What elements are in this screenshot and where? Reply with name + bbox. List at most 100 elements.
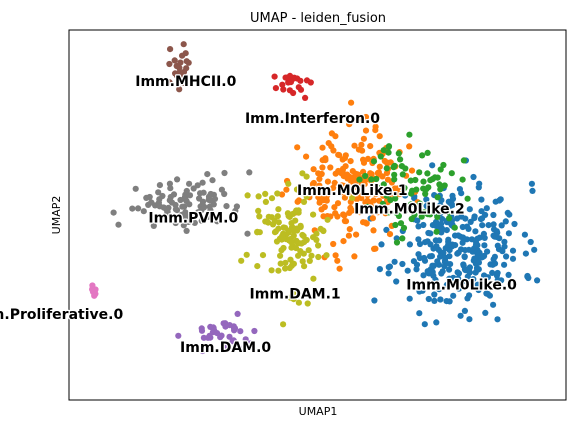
point-imm-m0like-2 [398,163,405,170]
point-imm-m0like-0 [376,266,383,273]
point-imm-m0like-0 [427,230,434,237]
point-imm-m0like-0 [490,221,497,228]
point-imm-m0like-0 [494,242,501,249]
point-imm-pvm-0 [148,199,155,206]
point-imm-m0like-1 [294,144,301,151]
point-imm-m0like-0 [502,218,509,225]
scatter-points [89,41,541,355]
point-imm-m0like-1 [331,204,338,211]
cluster-label-imm-mhcii-0: Imm.MHCII.0 [135,74,236,90]
point-imm-m0like-1 [351,253,358,260]
point-imm-interferon-0 [271,73,278,80]
point-imm-m0like-1 [355,146,362,153]
point-imm-m0like-0 [455,284,462,291]
point-imm-m0like-1 [347,204,354,211]
point-imm-m0like-0 [503,253,510,260]
point-imm-m0like-1 [316,175,323,182]
point-imm-m0like-0 [476,249,483,256]
point-imm-dam-1 [310,234,317,241]
point-imm-dam-1 [274,213,281,220]
point-imm-dam-1 [259,252,267,259]
point-imm-dam-0 [251,327,258,335]
point-imm-dam-1 [292,245,300,252]
point-imm-m0like-2 [416,169,423,176]
point-imm-dam-1 [274,190,281,197]
point-imm-interferon-0 [295,84,302,91]
point-imm-dam-1 [282,265,289,272]
point-imm-m0like-1 [368,171,375,178]
point-imm-dam-1 [280,321,287,328]
point-imm-m0like-0 [446,247,453,254]
point-imm-m0like-0 [493,233,500,240]
point-imm-dam-1 [273,238,281,245]
point-imm-dam-0 [230,325,238,332]
point-imm-m0like-0 [454,269,461,276]
point-imm-dam-1 [265,219,272,226]
point-imm-dam-1 [299,258,306,265]
point-imm-pvm-0 [207,190,214,198]
point-imm-m0like-2 [383,165,390,172]
chart-title: UMAP - leiden_fusion [250,11,386,26]
point-imm-m0like-2 [433,228,440,235]
point-imm-m0like-1 [310,179,317,187]
point-imm-dam-1 [255,193,262,200]
point-imm-m0like-0 [528,180,536,187]
point-imm-dam-1 [282,224,289,231]
point-imm-pvm-0 [166,197,173,204]
point-imm-pvm-0 [143,194,150,201]
point-imm-pvm-0 [172,206,179,213]
point-imm-dam-1 [310,275,317,282]
point-imm-m0like-1 [341,212,348,219]
point-imm-pvm-0 [207,197,214,204]
point-imm-pvm-0 [177,196,184,204]
point-imm-m0like-1 [396,191,403,198]
point-imm-m0like-0 [490,301,497,308]
point-imm-pvm-0 [132,185,139,192]
point-imm-m0like-2 [413,186,420,193]
point-imm-pvm-0 [201,203,208,211]
point-imm-m0like-0 [446,275,453,282]
point-imm-m0like-1 [383,169,391,177]
point-imm-dam-1 [254,229,261,236]
point-imm-dam-1 [290,227,298,234]
point-imm-m0like-0 [437,202,444,209]
point-imm-dam-0 [247,340,254,347]
point-imm-dam-1 [269,221,277,228]
point-imm-dam-1 [256,213,263,220]
point-imm-m0like-2 [387,196,394,204]
point-imm-m0like-2 [411,211,418,218]
point-imm-m0like-0 [472,242,479,249]
point-imm-m0like-0 [386,263,393,270]
cluster-label-imm-dam-0: Imm.DAM.0 [180,340,271,356]
point-imm-m0like-2 [391,176,398,183]
cluster-label-imm-dam-1: Imm.DAM.1 [250,287,341,303]
point-imm-m0like-0 [466,264,473,271]
point-imm-interferon-0 [272,85,279,92]
point-imm-m0like-0 [391,258,398,265]
point-imm-m0like-0 [422,239,429,246]
point-imm-m0like-2 [380,181,387,188]
point-imm-m0like-2 [448,170,455,177]
point-imm-m0like-0 [490,211,497,219]
point-imm-mhcii-0 [167,46,174,53]
point-imm-m0like-0 [441,263,448,270]
point-imm-m0like-0 [480,230,487,237]
point-imm-dam-0 [211,327,218,334]
point-imm-m0like-0 [505,230,512,237]
point-imm-m0like-0 [481,252,488,260]
point-imm-m0like-0 [447,261,454,268]
point-imm-dam-1 [293,186,301,193]
point-imm-pvm-0 [129,205,136,212]
point-imm-m0like-0 [531,246,538,253]
point-imm-m0like-0 [385,270,392,277]
point-imm-m0like-2 [451,224,458,231]
point-imm-m0like-1 [358,141,365,148]
point-imm-m0like-2 [400,224,408,232]
point-imm-m0like-2 [399,235,406,242]
point-imm-dam-1 [238,257,245,264]
point-imm-dam-0 [226,322,233,329]
point-imm-interferon-0 [279,81,286,88]
point-imm-pvm-0 [180,222,187,229]
point-imm-dam-1 [292,217,299,224]
point-imm-m0like-0 [509,247,517,254]
